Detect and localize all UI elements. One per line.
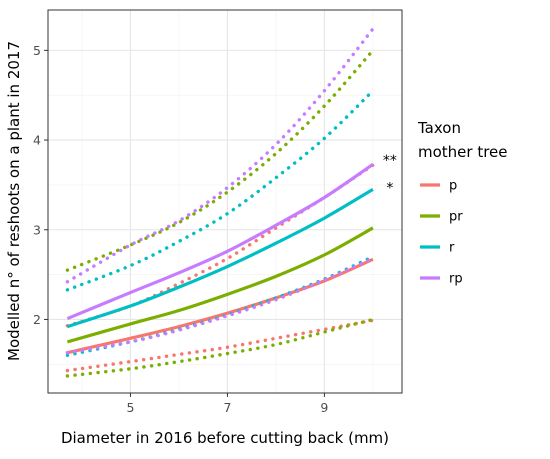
series-pr-lower-bound (65, 317, 375, 378)
legend-label: r (449, 241, 455, 256)
y-tick-label: 3 (33, 222, 41, 237)
legend-items: p pr r rp (420, 179, 463, 287)
series-r-upper-bound (65, 89, 375, 292)
x-axis-title: Diameter in 2016 before cutting back (mm… (61, 429, 389, 447)
legend-label: p (449, 179, 457, 194)
y-tick-label: 2 (33, 312, 41, 327)
x-axis: 5 7 9 (126, 393, 328, 415)
series-pr-upper-bound (65, 48, 375, 272)
x-tick-label: 5 (126, 400, 134, 415)
legend-label: rp (449, 272, 463, 287)
plot-panel (47, 9, 403, 394)
significance-annotation: * (386, 181, 393, 197)
legend-title-line-2: mother tree (418, 143, 508, 161)
series-r-fit-line (66, 188, 374, 329)
series-p (65, 163, 375, 373)
series-p-lower-bound (65, 318, 375, 373)
series-pr-fit-line (66, 226, 374, 344)
x-tick-label: 9 (320, 400, 328, 415)
plot-border (47, 9, 403, 394)
legend-label: pr (449, 210, 463, 225)
series-rp-lower-bound (65, 256, 375, 355)
series-rp (65, 27, 375, 355)
y-tick-label: 5 (33, 43, 41, 58)
legend-item-p: p (420, 179, 457, 194)
legend-item-rp: rp (420, 272, 463, 287)
series-p-fit-line (67, 257, 374, 355)
significance-annotation: ** (383, 153, 397, 169)
legend-item-r: r (420, 241, 455, 256)
legend-title-line-1: Taxon (417, 119, 461, 137)
legend: Taxon mother tree p pr r rp (417, 119, 508, 287)
y-axis-title: Modelled n° of reshoots on a plant in 20… (5, 41, 23, 361)
legend-item-pr: pr (420, 210, 463, 225)
series-pr (65, 48, 375, 378)
y-tick-label: 4 (33, 133, 41, 148)
series-rp-upper-bound (65, 27, 375, 284)
y-axis: 2 3 4 5 (33, 43, 48, 327)
x-tick-label: 7 (223, 400, 231, 415)
series-layer (65, 27, 375, 378)
series-rp-fit-line (66, 162, 374, 321)
annotations: *** (383, 153, 397, 197)
